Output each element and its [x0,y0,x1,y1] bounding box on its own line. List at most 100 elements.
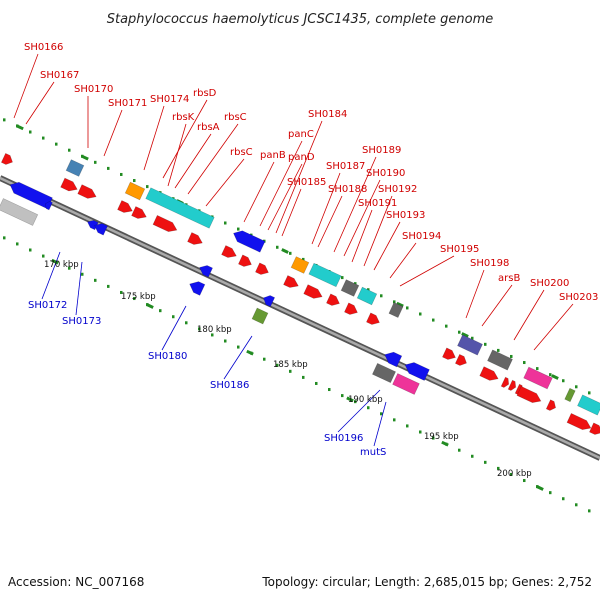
label-leader-line [275,120,323,234]
forward-gene [479,366,499,381]
tick-mark [55,142,58,146]
label-leader-line [167,123,187,187]
major-tick-mark [51,258,59,265]
tick-mark [341,276,344,280]
tick-mark [419,312,422,316]
tick-mark [224,339,227,343]
gene-label: SH0196 [324,433,363,444]
label-leader-line [337,389,381,433]
tick-mark [575,503,578,507]
orange-gene [124,181,146,201]
gene-label: SH0189 [362,145,401,156]
reverse-gene [44,201,53,211]
gene-label: SH0171 [108,98,147,109]
tick-mark [185,321,188,325]
tick-mark [471,336,474,340]
tick-mark [133,297,136,301]
silver-gene [0,198,39,226]
grey-gene [388,302,404,318]
label-leader-line [25,81,55,125]
gene-label: rbsD [193,88,217,99]
tick-mark [458,330,461,334]
label-leader-line [187,123,239,195]
reverse-gene [189,281,206,296]
tick-mark [406,424,409,428]
tick-mark [224,221,227,225]
reverse-gene [199,265,213,278]
orange-gene [290,256,310,274]
gene-label: SH0187 [326,161,365,172]
label-leader-line [373,401,387,447]
tick-mark [133,179,136,183]
forward-gene [516,385,542,403]
cyan-gene [145,187,215,229]
tick-mark [302,375,305,379]
gene-label: SH0195 [440,244,479,255]
tick-mark [315,381,318,385]
purple-gene [457,334,483,356]
tick-mark [42,254,45,258]
major-tick-mark [396,301,404,308]
tick-mark [302,257,305,261]
gene-label: rbsK [172,112,195,123]
tick-mark [289,369,292,373]
inner-tick-ring [3,236,591,513]
tick-mark [42,136,45,140]
gene-label: rbsC [224,112,247,123]
tick-mark [575,385,578,389]
gene-label: arsB [498,273,520,284]
gene-label: SH0174 [150,94,189,105]
tick-mark [406,306,409,310]
tick-mark [81,272,84,276]
position-label: 180 kbp [197,325,232,335]
label-leader-line [281,188,302,237]
major-tick-mark [81,154,89,161]
tick-mark [107,166,110,170]
olive-gene [251,307,269,325]
tick-mark [276,245,279,249]
tick-mark [367,288,370,292]
tick-mark [107,284,110,288]
tick-mark [120,172,123,176]
gene-label: SH0203 [559,292,598,303]
tick-mark [510,354,513,358]
position-label: 200 kbp [497,469,532,479]
tick-mark [484,342,487,346]
gene-label: SH0191 [358,198,397,209]
tick-mark [237,345,240,349]
tick-mark [29,248,32,252]
label-leader-line [205,158,245,207]
forward-gene [238,254,252,267]
accession-text: Accession: NC_007168 [8,575,144,589]
gene-label: SH0173 [62,316,101,327]
gene-label: SH0166 [24,42,63,53]
major-tick-mark [146,303,154,309]
label-leader-line [311,172,341,245]
forward-gene [221,245,237,258]
tick-mark [523,361,526,365]
tick-mark [536,367,539,371]
tick-mark [263,357,266,361]
position-label: 175 kbp [121,292,156,302]
label-leader-line [317,195,343,248]
label-leader-line [343,179,381,257]
tick-mark [588,391,591,395]
major-tick-mark [551,374,559,380]
tick-mark [172,315,175,319]
major-tick-mark [461,332,469,338]
gene-label: rbsC [230,147,253,158]
tick-mark [29,130,32,134]
label-leader-line [399,255,455,287]
tick-mark [211,333,214,337]
steel-gene [65,159,85,177]
major-tick-mark [281,248,289,254]
major-tick-mark [346,396,354,403]
tick-mark [458,448,461,452]
grey-gene [487,349,513,371]
position-label: 170 kbp [44,260,79,270]
tick-mark [432,436,435,440]
label-leader-line [373,221,401,271]
position-label: 185 kbp [273,360,308,370]
tick-mark [380,412,383,416]
gene-label: SH0180 [148,351,187,362]
